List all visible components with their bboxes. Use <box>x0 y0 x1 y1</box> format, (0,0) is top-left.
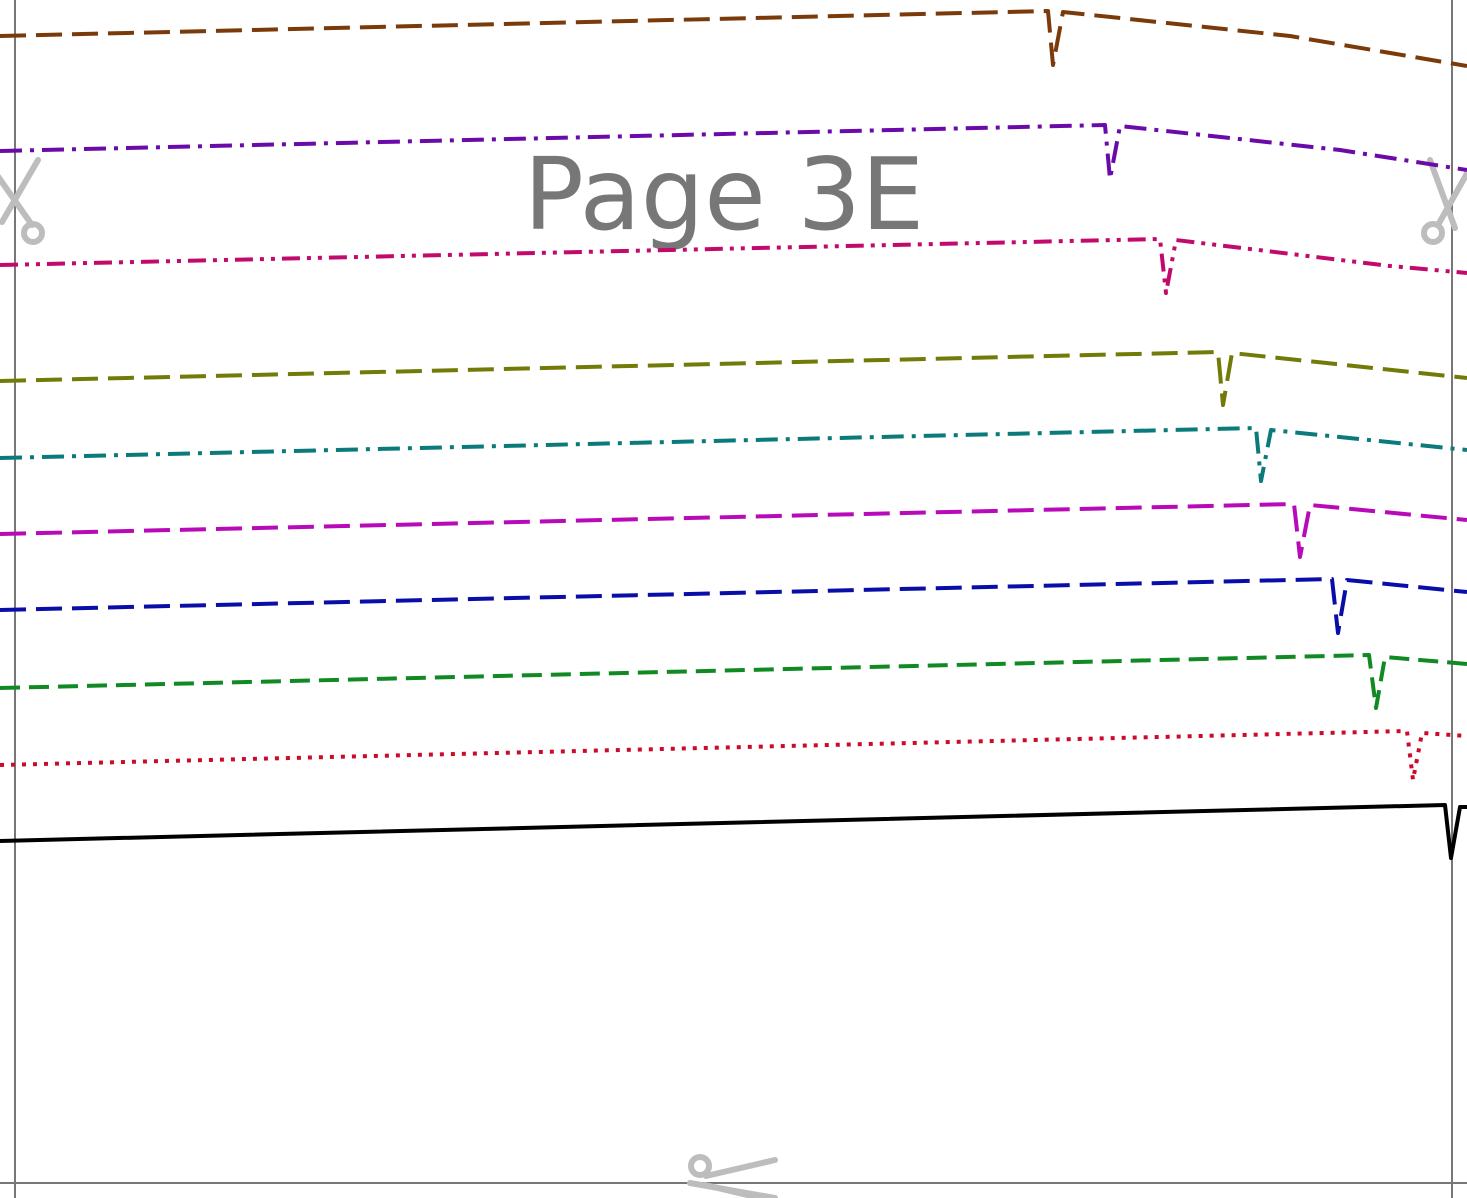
size-line <box>0 653 1467 710</box>
size-line <box>0 729 1467 782</box>
size-line <box>0 577 1467 635</box>
size-line <box>0 123 1467 181</box>
size-line <box>0 502 1467 559</box>
page-title: Page 3E <box>524 136 925 253</box>
scissors-icon <box>0 157 45 245</box>
size-line <box>0 350 1467 407</box>
scissors-icon <box>1421 157 1467 245</box>
size-line <box>0 426 1467 483</box>
size-line <box>0 237 1467 295</box>
size-line <box>0 9 1467 68</box>
size-line <box>0 803 1467 860</box>
scissors-icon <box>687 1154 778 1198</box>
